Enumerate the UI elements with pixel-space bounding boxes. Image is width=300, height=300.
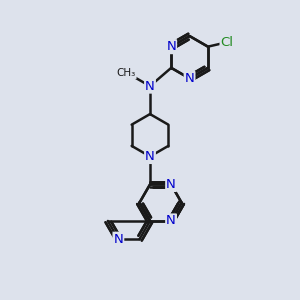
Text: N: N (166, 178, 176, 191)
Text: N: N (166, 40, 176, 53)
Text: N: N (113, 233, 123, 246)
Text: N: N (166, 214, 176, 227)
Text: N: N (185, 72, 194, 85)
Text: N: N (145, 150, 155, 163)
Text: N: N (145, 80, 155, 93)
Text: CH₃: CH₃ (117, 68, 136, 78)
Text: Cl: Cl (220, 36, 234, 49)
